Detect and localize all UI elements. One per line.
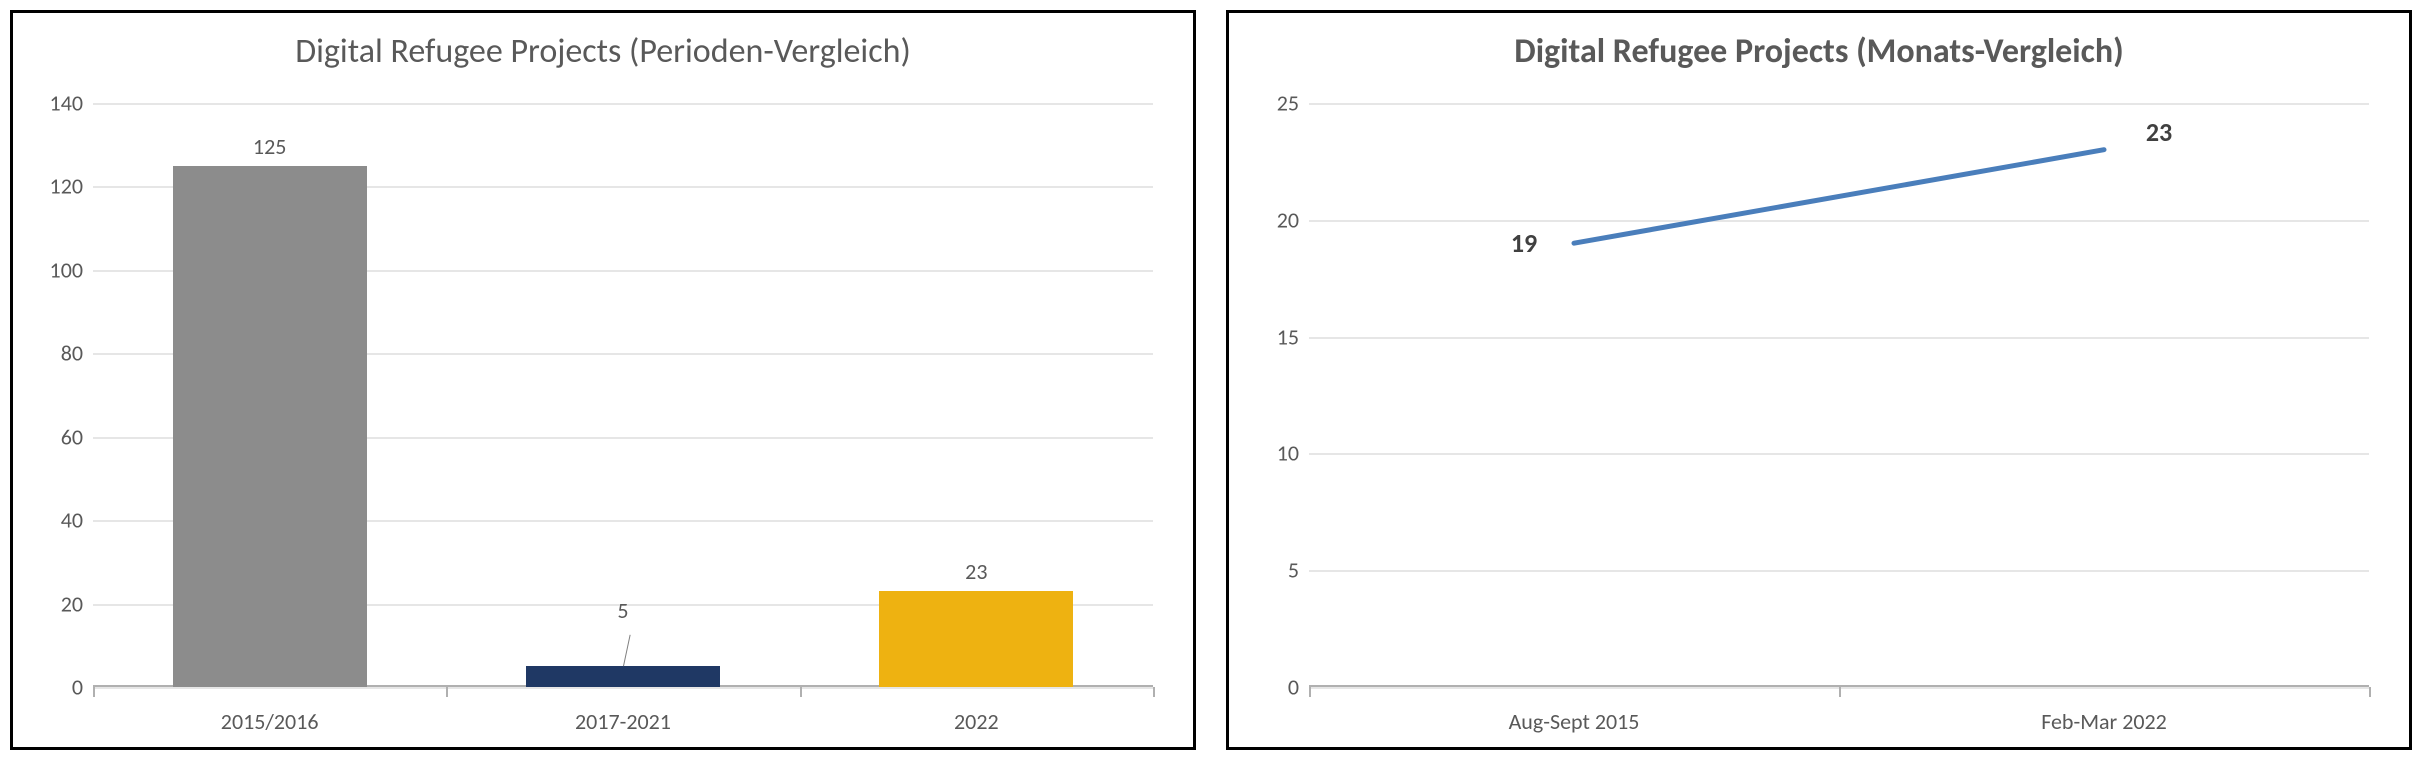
bar-chart-ytick-label: 140 bbox=[13, 90, 83, 117]
bar-chart-ytick-label: 80 bbox=[13, 340, 83, 367]
bar-chart-xtick-mark bbox=[93, 687, 95, 697]
bar-chart-ytick-label: 0 bbox=[13, 674, 83, 701]
line-point-label: 19 bbox=[1511, 227, 1537, 259]
bar-value-label: 5 bbox=[617, 597, 628, 624]
bar-chart-ytick-label: 40 bbox=[13, 507, 83, 534]
line-chart-ytick-label: 25 bbox=[1229, 90, 1299, 117]
line-chart-ytick-label: 5 bbox=[1229, 557, 1299, 584]
bar-value-label: 23 bbox=[965, 558, 987, 585]
bar-chart-xtick-mark bbox=[1153, 687, 1155, 697]
bar-chart-gridline bbox=[93, 687, 1153, 689]
line-chart-xtick-mark bbox=[1839, 687, 1841, 697]
line-point-label: 23 bbox=[2146, 116, 2172, 148]
bar-chart-xtick-mark bbox=[800, 687, 802, 697]
bar-chart-plot-area: 0204060801001201402015/20161252017-20215… bbox=[93, 103, 1153, 687]
bar-chart-ytick-label: 100 bbox=[13, 256, 83, 283]
bar-chart-ytick-label: 120 bbox=[13, 173, 83, 200]
line-chart-panel: Digital Refugee Projects (Monats-Verglei… bbox=[1226, 10, 2412, 750]
bar bbox=[526, 666, 720, 687]
bar bbox=[173, 166, 367, 687]
bar-chart-title: Digital Refugee Projects (Perioden-Vergl… bbox=[13, 31, 1193, 72]
line-chart-ytick-label: 15 bbox=[1229, 323, 1299, 350]
bar-chart-panel: Digital Refugee Projects (Perioden-Vergl… bbox=[10, 10, 1196, 750]
bar-chart-xtick-label: 2017-2021 bbox=[575, 708, 671, 735]
line-chart-title: Digital Refugee Projects (Monats-Verglei… bbox=[1229, 31, 2409, 72]
bar-chart-ytick-label: 60 bbox=[13, 423, 83, 450]
line-chart-plot-area: 0510152025Aug-Sept 2015Feb-Mar 20221923 bbox=[1309, 103, 2369, 687]
panels-container: Digital Refugee Projects (Perioden-Vergl… bbox=[0, 0, 2422, 762]
line-chart-xtick-mark bbox=[2369, 687, 2371, 697]
line-chart-xtick-mark bbox=[1309, 687, 1311, 697]
bar-chart-xtick-label: 2015/2016 bbox=[221, 708, 319, 735]
bar-chart-ytick-label: 20 bbox=[13, 590, 83, 617]
line-chart-ytick-label: 0 bbox=[1229, 674, 1299, 701]
bar-chart-xtick-label: 2022 bbox=[954, 708, 999, 735]
line-chart-ytick-label: 10 bbox=[1229, 440, 1299, 467]
line-series bbox=[1574, 150, 2104, 243]
line-chart-svg bbox=[1309, 103, 2369, 687]
line-chart-ytick-label: 20 bbox=[1229, 206, 1299, 233]
bar-chart-gridline bbox=[93, 103, 1153, 105]
bar-value-label: 125 bbox=[253, 133, 286, 160]
line-chart-xtick-label: Feb-Mar 2022 bbox=[2041, 708, 2167, 735]
bar-chart-xtick-mark bbox=[446, 687, 448, 697]
bar-value-leader bbox=[623, 635, 631, 667]
bar bbox=[879, 591, 1073, 687]
line-chart-xtick-label: Aug-Sept 2015 bbox=[1509, 708, 1640, 735]
